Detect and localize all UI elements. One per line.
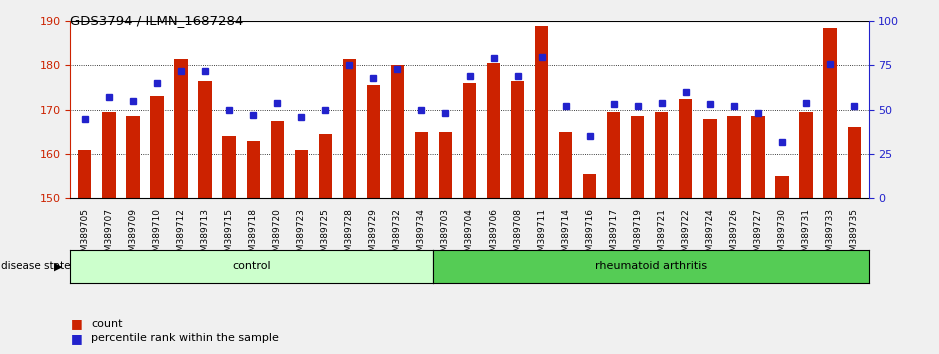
Bar: [583, 174, 596, 198]
Bar: [679, 99, 692, 198]
Bar: [799, 112, 812, 198]
Bar: [631, 116, 644, 198]
Bar: [559, 132, 572, 198]
Bar: [535, 26, 548, 198]
Bar: [655, 112, 669, 198]
Bar: [824, 28, 837, 198]
Bar: [247, 141, 260, 198]
Bar: [391, 65, 404, 198]
Text: count: count: [91, 319, 123, 329]
Bar: [223, 136, 236, 198]
Bar: [318, 134, 331, 198]
Bar: [463, 83, 476, 198]
Bar: [751, 116, 764, 198]
Bar: [608, 112, 621, 198]
Text: control: control: [233, 261, 271, 272]
Bar: [102, 112, 115, 198]
Text: ▶: ▶: [54, 261, 63, 272]
Text: disease state: disease state: [1, 261, 70, 272]
Bar: [78, 149, 91, 198]
Text: ■: ■: [70, 318, 83, 330]
Bar: [175, 59, 188, 198]
Text: GDS3794 / ILMN_1687284: GDS3794 / ILMN_1687284: [70, 14, 244, 27]
Bar: [511, 81, 524, 198]
Bar: [343, 59, 356, 198]
Bar: [150, 97, 163, 198]
Bar: [439, 132, 452, 198]
Bar: [703, 119, 716, 198]
Text: percentile rank within the sample: percentile rank within the sample: [91, 333, 279, 343]
Bar: [776, 176, 789, 198]
Bar: [415, 132, 428, 198]
Bar: [295, 149, 308, 198]
Text: ■: ■: [70, 332, 83, 344]
Text: rheumatoid arthritis: rheumatoid arthritis: [594, 261, 707, 272]
Bar: [270, 121, 284, 198]
Bar: [367, 85, 380, 198]
Bar: [198, 81, 211, 198]
Bar: [848, 127, 861, 198]
Bar: [127, 116, 140, 198]
Bar: [487, 63, 500, 198]
Bar: [728, 116, 741, 198]
